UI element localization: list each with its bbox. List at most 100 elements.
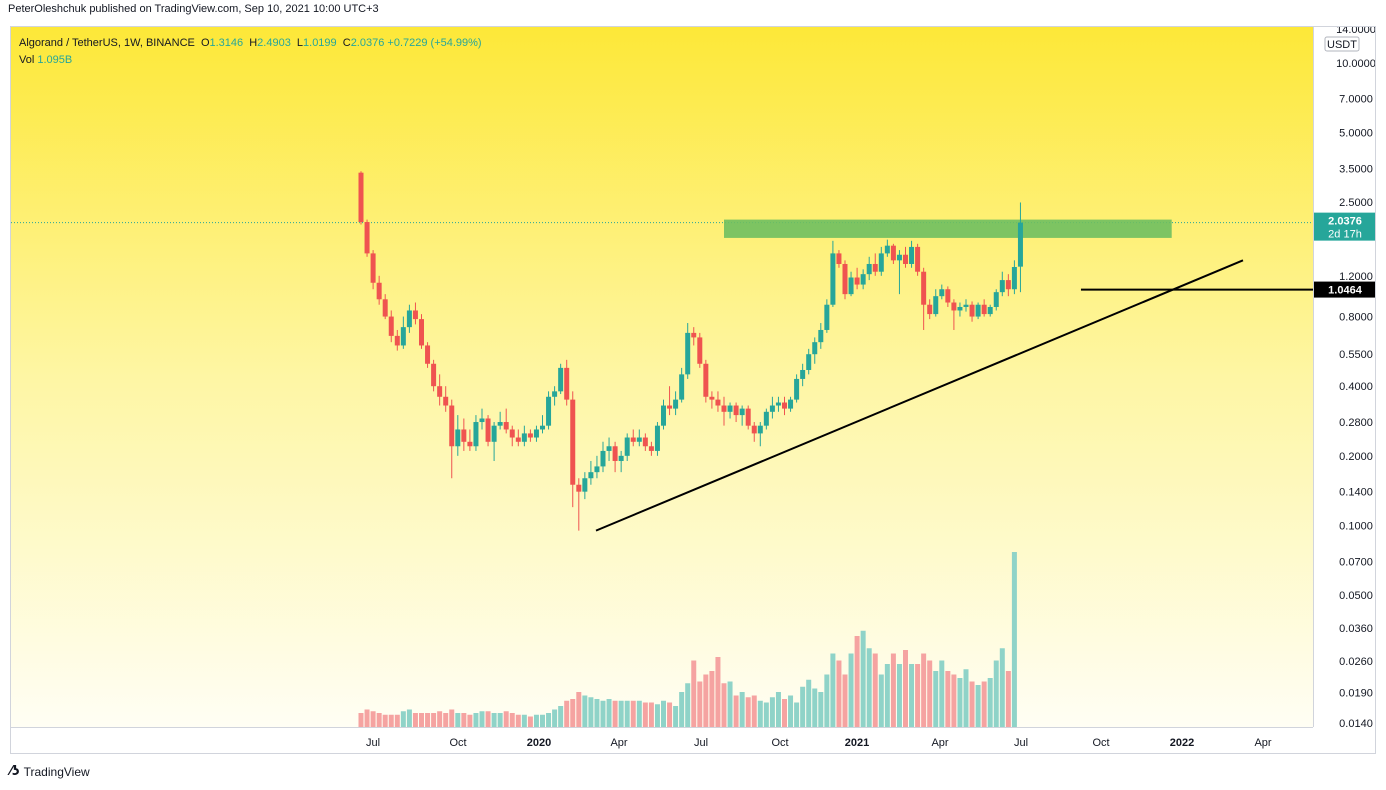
time-tick-label: Apr: [931, 737, 948, 749]
chart-legend: Algorand / TetherUS, 1W, BINANCE O1.3146…: [19, 35, 482, 69]
volume-bar: [933, 671, 939, 727]
candle-body: [503, 422, 509, 430]
volume-bar: [775, 692, 781, 727]
price-tick-label: 0.0260: [1339, 656, 1373, 668]
candle-body: [939, 289, 945, 297]
volume-bar: [818, 692, 824, 727]
volume-bar: [824, 674, 830, 727]
candle-body: [546, 396, 552, 426]
legend-ohlc-row: Algorand / TetherUS, 1W, BINANCE O1.3146…: [19, 37, 482, 49]
candle-body: [642, 437, 648, 447]
candle-body: [860, 274, 866, 285]
candle-body: [812, 342, 818, 355]
candle-body: [521, 433, 527, 442]
volume-bar: [957, 678, 963, 727]
low-value: 1.0199: [303, 37, 337, 49]
candle-body: [673, 399, 679, 409]
currency-box: [1324, 36, 1360, 52]
volume-bar: [709, 671, 715, 727]
volume-bar: [594, 699, 600, 727]
price-axis[interactable]: [1313, 27, 1375, 727]
candle-body: [715, 399, 721, 406]
candle-body: [437, 386, 443, 397]
price-tick-label: 2.5000: [1339, 197, 1373, 209]
candle-body: [769, 405, 775, 412]
volume-bar: [915, 664, 921, 727]
volume-bar: [588, 697, 594, 727]
volume-bar: [533, 714, 539, 727]
candle-body: [419, 319, 424, 346]
price-tick-label: 0.2000: [1339, 451, 1373, 463]
candle-body: [376, 282, 382, 300]
volume-bar: [721, 683, 727, 727]
volume-bar: [1011, 552, 1017, 727]
volume-bar: [673, 706, 679, 727]
candle-body: [515, 437, 521, 442]
time-axis[interactable]: [11, 727, 1313, 753]
volume-bar: [969, 681, 975, 727]
volume-bar: [763, 702, 769, 727]
volume-bar: [703, 674, 709, 727]
candle-body: [727, 405, 733, 412]
candle-body: [878, 253, 884, 272]
candle-body: [358, 172, 364, 223]
candle-body: [618, 455, 624, 461]
volume-bar: [540, 714, 545, 727]
volume-bar: [570, 699, 576, 727]
volume-bar: [715, 657, 721, 727]
volume-bar: [630, 700, 636, 727]
candle-body: [733, 405, 739, 416]
price-tick-label: 0.4000: [1339, 381, 1373, 393]
price-tick-label: 0.0360: [1339, 623, 1373, 635]
candle-body: [800, 369, 806, 379]
candle-body: [388, 316, 394, 336]
candle-body: [921, 271, 927, 305]
candle-body: [461, 429, 467, 442]
volume-bar: [697, 681, 703, 727]
level-badge: [1314, 281, 1375, 298]
candle-body: [933, 296, 939, 315]
symbol-title[interactable]: Algorand / TetherUS, 1W, BINANCE: [19, 37, 195, 49]
volume-bar: [751, 695, 757, 727]
candle-body: [588, 472, 594, 479]
volume-bar: [842, 674, 848, 727]
volume-bar: [872, 653, 878, 727]
candle-body: [824, 304, 830, 330]
candle-body: [661, 405, 666, 426]
volume-bar: [878, 674, 884, 727]
volume-bar: [600, 700, 606, 727]
candle-body: [654, 425, 660, 451]
candle-body: [455, 429, 461, 447]
candle-body: [757, 425, 763, 434]
volume-bar: [648, 702, 654, 727]
volume-bar: [782, 699, 787, 727]
last-price-badge: [1314, 212, 1375, 241]
volume-bar: [358, 713, 364, 727]
candle-body: [697, 337, 703, 364]
candle-body: [485, 418, 491, 442]
volume-bar: [467, 714, 473, 727]
volume-bar: [552, 709, 558, 727]
price-tick-label: 0.0190: [1339, 687, 1373, 699]
volume-value: 1.095B: [37, 54, 73, 66]
candle-body: [721, 405, 727, 412]
price-tick-label: 5.0000: [1339, 127, 1373, 139]
volume-bar: [854, 636, 860, 727]
volume-bar: [491, 713, 497, 727]
time-tick-label: Jul: [366, 737, 380, 749]
volume-bar: [497, 713, 503, 727]
candle-body: [630, 437, 636, 442]
chart-frame[interactable]: 14.0000 10.0000 7.0000 5.0000 3.5000 2.5000 1.…: [10, 26, 1376, 754]
candle-body: [473, 422, 479, 447]
candle-body: [443, 396, 449, 406]
volume-bar: [382, 714, 388, 727]
time-tick-label: Jul: [1014, 737, 1028, 749]
volume-bar: [443, 713, 449, 727]
volume-bar: [927, 660, 933, 727]
candle-body: [636, 437, 642, 442]
volume-bar: [618, 700, 624, 727]
price-tick-label: 0.2800: [1339, 417, 1373, 429]
volume-bar: [860, 630, 866, 727]
footer-brand[interactable]: ⁄ʖ TradingView: [10, 764, 90, 779]
volume-bar: [582, 695, 588, 727]
